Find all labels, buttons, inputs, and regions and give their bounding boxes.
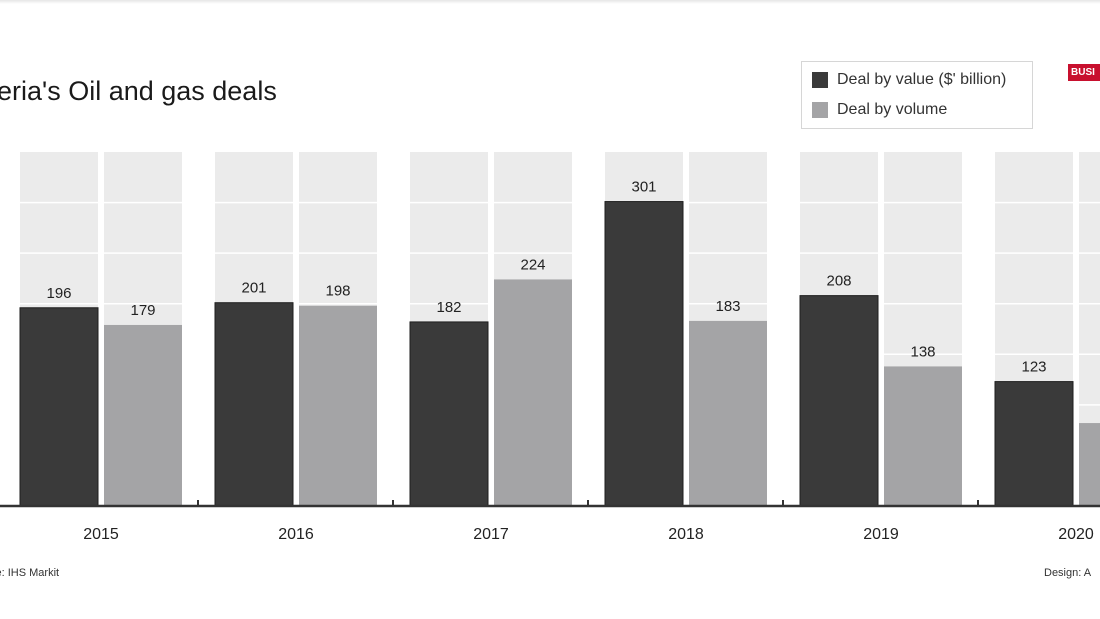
bar <box>689 320 767 506</box>
data-label: 224 <box>520 256 545 273</box>
bar <box>19 307 99 507</box>
background-band <box>1079 152 1100 506</box>
bar <box>884 366 962 506</box>
legend-label-volume: Deal by volume <box>837 101 948 118</box>
bar <box>604 201 684 507</box>
bar <box>1079 423 1100 506</box>
data-label: 208 <box>826 273 851 290</box>
data-label: 301 <box>631 179 656 196</box>
bar <box>494 279 572 506</box>
data-label: 182 <box>436 299 461 316</box>
bar <box>299 305 377 506</box>
data-label: 198 <box>325 283 350 300</box>
data-label: 138 <box>910 343 935 360</box>
x-tick-label: 2017 <box>473 526 509 543</box>
bar <box>214 302 294 507</box>
data-label: 201 <box>241 280 266 297</box>
data-label: 196 <box>46 285 71 302</box>
bar <box>104 324 182 506</box>
data-label: 183 <box>715 298 740 315</box>
top-rule <box>0 0 1100 4</box>
bar <box>799 295 879 507</box>
x-tick-label: 2015 <box>83 526 119 543</box>
x-tick-label: 2019 <box>863 526 899 543</box>
brand-logo: BUSI <box>1068 64 1100 81</box>
design-credit: Design: A <box>1044 567 1092 579</box>
x-tick-label: 2016 <box>278 526 314 543</box>
legend-item-value: Deal by value ($' billion) <box>812 71 1006 89</box>
bar <box>994 381 1074 507</box>
legend-label-value: Deal by value ($' billion) <box>837 71 1007 88</box>
x-tick-label: 2018 <box>668 526 704 543</box>
legend-swatch-value <box>812 72 828 88</box>
legend: Deal by value ($' billion) Deal by volum… <box>801 61 1033 129</box>
bar <box>409 321 489 507</box>
data-label: 179 <box>130 302 155 319</box>
source-note: ce: IHS Markit <box>0 567 60 579</box>
chart-title: geria's Oil and gas deals <box>0 76 277 106</box>
x-tick-label: 2020 <box>1058 526 1094 543</box>
legend-item-volume: Deal by volume <box>812 101 947 119</box>
legend-swatch-volume <box>812 102 828 118</box>
data-label: 123 <box>1021 359 1046 376</box>
